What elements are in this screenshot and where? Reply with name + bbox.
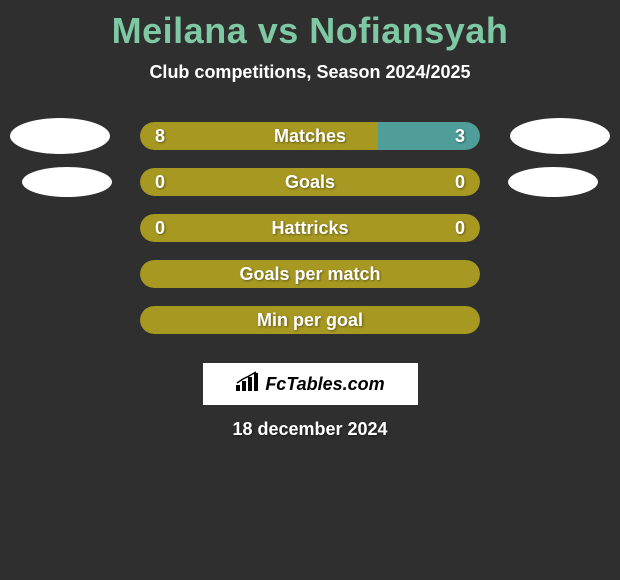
stat-value-right: 0 — [455, 172, 465, 193]
bar-segment-left — [140, 122, 378, 150]
subtitle: Club competitions, Season 2024/2025 — [0, 62, 620, 83]
bar-segment — [140, 168, 480, 196]
chart-icon — [235, 371, 259, 398]
avatar-right — [508, 167, 598, 197]
stat-value-left: 0 — [155, 172, 165, 193]
logo-text: FcTables.com — [265, 374, 384, 395]
stat-row: 00Goals — [0, 159, 620, 205]
stat-value-right: 0 — [455, 218, 465, 239]
stat-row: 00Hattricks — [0, 205, 620, 251]
stat-row: Min per goal — [0, 297, 620, 343]
stat-row: 83Matches — [0, 113, 620, 159]
bar-segment — [140, 306, 480, 334]
stat-value-left: 0 — [155, 218, 165, 239]
stat-bar — [140, 260, 480, 288]
avatar-left — [22, 167, 112, 197]
date-label: 18 december 2024 — [0, 419, 620, 440]
stat-bar — [140, 122, 480, 150]
stat-value-right: 3 — [455, 126, 465, 147]
stat-row: Goals per match — [0, 251, 620, 297]
bar-segment — [140, 214, 480, 242]
avatar-left — [10, 118, 110, 154]
bar-segment — [140, 260, 480, 288]
avatar-right — [510, 118, 610, 154]
stat-bar — [140, 214, 480, 242]
stats-container: 83Matches00Goals00HattricksGoals per mat… — [0, 113, 620, 343]
stat-bar — [140, 168, 480, 196]
logo-box: FcTables.com — [203, 363, 418, 405]
stat-value-left: 8 — [155, 126, 165, 147]
page-title: Meilana vs Nofiansyah — [0, 0, 620, 52]
stat-bar — [140, 306, 480, 334]
